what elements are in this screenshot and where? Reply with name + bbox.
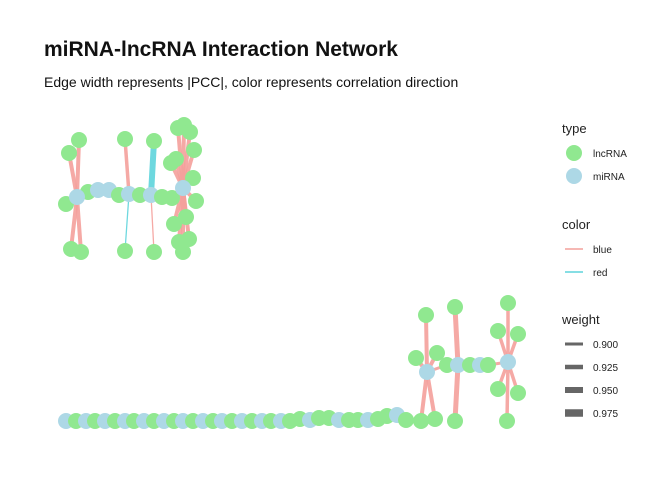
legend-weight-title: weight (561, 312, 600, 327)
edge-72 (419, 370, 429, 423)
legend: type lncRNA miRNA color blue red weight … (561, 121, 627, 420)
mirna-node-23 (90, 182, 106, 198)
edge-28 (123, 137, 131, 196)
legend-type-lncrna-swatch (566, 145, 582, 161)
lncrna-node-4 (73, 244, 89, 260)
lncrna-node-30 (164, 190, 180, 206)
lncrna-node-72 (499, 413, 515, 429)
lncrna-node-70 (427, 411, 443, 427)
mirna-node-87 (419, 364, 435, 380)
lncrna-node-12 (188, 193, 204, 209)
lncrna-node-68 (398, 412, 414, 428)
edge-0 (75, 138, 81, 199)
mirna-node-78 (450, 357, 466, 373)
nodes-layer (58, 117, 526, 429)
lncrna-node-27 (132, 187, 148, 203)
lncrna-node-86 (510, 385, 526, 401)
lncrna-node-74 (408, 350, 424, 366)
lncrna-node-83 (490, 323, 506, 339)
lncrna-node-84 (510, 326, 526, 342)
lncrna-node-13 (178, 209, 194, 225)
legend-type-mirna-label: miRNA (593, 172, 625, 183)
lncrna-node-76 (447, 299, 463, 315)
lncrna-node-69 (413, 413, 429, 429)
edge-77 (452, 304, 461, 368)
lncrna-node-0 (71, 132, 87, 148)
edge-4 (75, 195, 83, 254)
lncrna-node-10 (168, 151, 184, 167)
lncrna-node-77 (439, 357, 455, 373)
lncrna-node-19 (146, 133, 162, 149)
legend-weight-0950-label: 0.950 (593, 386, 618, 397)
mirna-node-88 (500, 354, 516, 370)
legend-weight-0925-label: 0.925 (593, 363, 618, 374)
lncrna-node-82 (500, 295, 516, 311)
legend-color-blue-label: blue (593, 245, 612, 256)
lncrna-node-71 (447, 413, 463, 429)
edge-69 (424, 313, 429, 374)
edge-30 (124, 193, 130, 252)
mirna-node-31 (69, 189, 85, 205)
legend-type-lncrna-label: lncRNA (593, 149, 627, 160)
chart-subtitle: Edge width represents |PCC|, color repre… (44, 74, 458, 90)
legend-color-red-label: red (593, 268, 607, 279)
lncrna-node-20 (117, 243, 133, 259)
lncrna-node-18 (117, 131, 133, 147)
lncrna-node-75 (429, 345, 445, 361)
edge-29 (148, 138, 157, 198)
chart-title: miRNA-lncRNA Interaction Network (44, 38, 398, 61)
edge-78 (452, 362, 461, 424)
lncrna-node-14 (166, 216, 182, 232)
mirna-node-32 (175, 180, 191, 196)
lncrna-node-11 (185, 170, 201, 186)
lncrna-node-73 (418, 307, 434, 323)
lncrna-node-81 (480, 357, 496, 373)
legend-weight-0975-label: 0.975 (593, 409, 618, 420)
lncrna-node-1 (61, 145, 77, 161)
legend-type-title: type (562, 121, 587, 136)
lncrna-node-17 (175, 244, 191, 260)
edge-31 (150, 194, 155, 253)
edges-layer (64, 123, 520, 424)
legend-weight-0900-label: 0.900 (593, 340, 618, 351)
legend-type-mirna-swatch (566, 168, 582, 184)
lncrna-node-21 (146, 244, 162, 260)
lncrna-node-8 (186, 142, 202, 158)
lncrna-node-85 (490, 381, 506, 397)
legend-color-title: color (562, 217, 591, 232)
lncrna-node-7 (182, 124, 198, 140)
edge-87 (505, 360, 510, 423)
